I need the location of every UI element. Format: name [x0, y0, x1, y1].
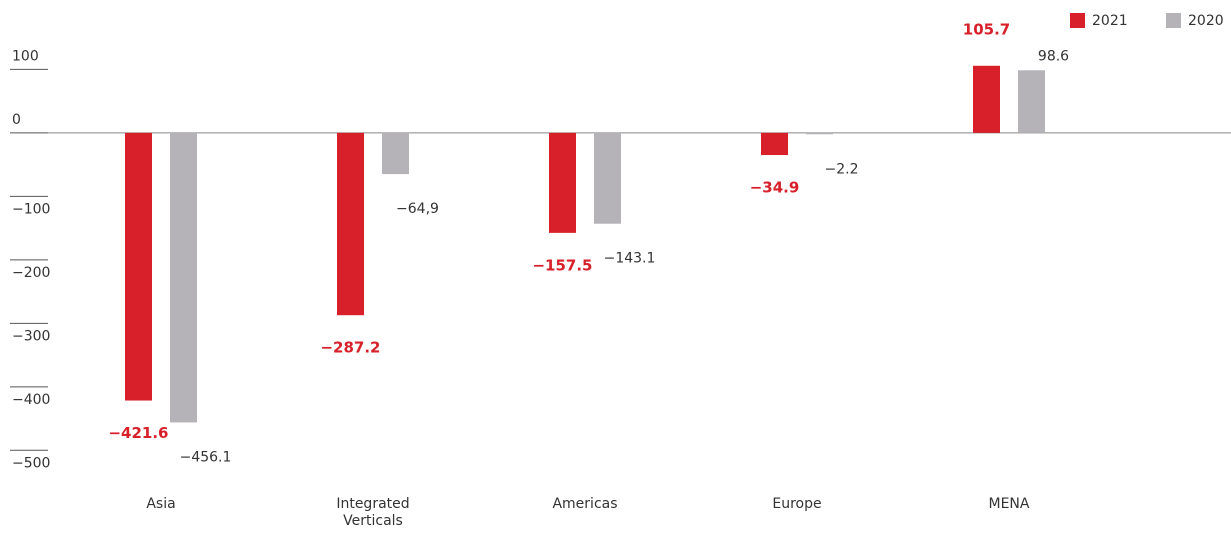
value-label: −421.6	[108, 424, 168, 442]
bar	[1018, 70, 1045, 133]
y-tick-label: −100	[12, 201, 50, 217]
bar	[170, 132, 197, 423]
bar	[125, 132, 152, 401]
x-tick-label: Asia	[146, 496, 176, 512]
value-label: −287.2	[320, 339, 380, 357]
x-tick-label: Europe	[772, 496, 822, 512]
value-label: 98.6	[1038, 48, 1069, 64]
legend-label: 2021	[1092, 13, 1128, 29]
bar	[594, 132, 621, 224]
bar	[382, 132, 409, 175]
value-label: −34.9	[750, 179, 800, 197]
value-label: −456.1	[180, 449, 232, 465]
bar	[973, 65, 1000, 133]
y-tick-label: −500	[12, 455, 50, 471]
x-tick-label: Integrated Verticals	[336, 496, 410, 529]
y-tick-label: 0	[12, 112, 21, 128]
bar	[337, 132, 364, 316]
y-tick-label: −200	[12, 265, 50, 281]
x-tick-label: MENA	[988, 496, 1030, 512]
value-label: −2.2	[825, 161, 859, 177]
bar	[806, 132, 833, 135]
y-tick-label: −400	[12, 392, 50, 408]
bar	[761, 132, 788, 156]
value-label: −157.5	[532, 256, 592, 274]
y-tick-label: 100	[12, 48, 39, 64]
legend-swatch	[1070, 13, 1085, 28]
y-tick-label: −300	[12, 328, 50, 344]
value-label: −64,9	[396, 201, 439, 217]
value-label: 105.7	[963, 20, 1010, 38]
bar	[549, 132, 576, 233]
legend-swatch	[1166, 13, 1181, 28]
legend-label: 2020	[1188, 13, 1224, 29]
x-tick-label: Americas	[552, 496, 618, 512]
value-label: −143.1	[604, 251, 656, 267]
